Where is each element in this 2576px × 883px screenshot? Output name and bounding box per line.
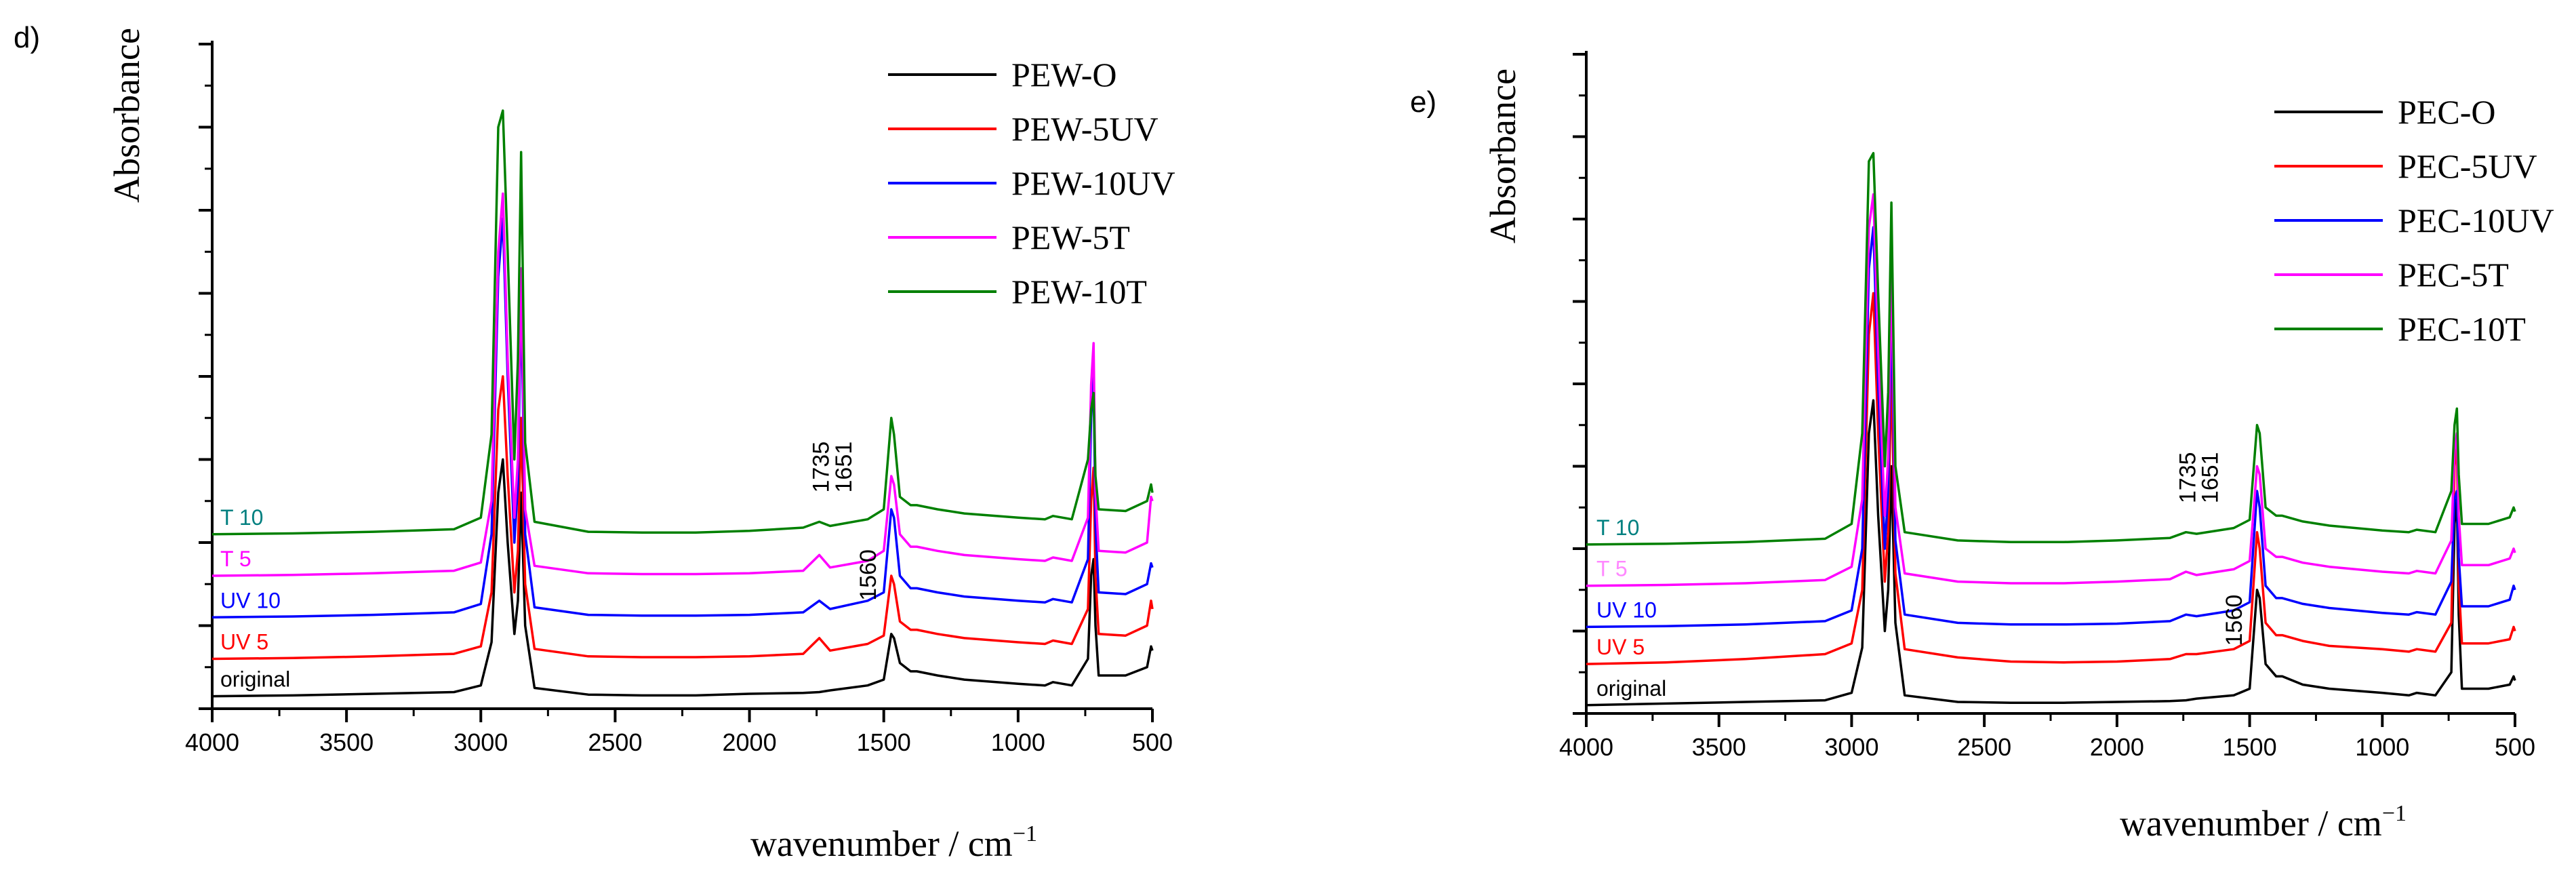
series-label: UV 5 bbox=[1596, 635, 1645, 659]
legend-entry: PEW-10T bbox=[1011, 273, 1147, 311]
series-line-t-5 bbox=[1586, 193, 2516, 587]
x-axis-label: wavenumber / cm−1 bbox=[750, 821, 1037, 864]
legend-entry: PEC-O bbox=[2398, 93, 2495, 131]
series-label: UV 5 bbox=[220, 630, 268, 654]
peak-annotation: 1560 bbox=[856, 549, 881, 601]
legend-entry: PEW-5T bbox=[1011, 218, 1130, 256]
x-tick-label: 3500 bbox=[1692, 733, 1746, 761]
x-axis-label-superscript: −1 bbox=[1013, 821, 1037, 846]
series-line-t-10 bbox=[212, 109, 1154, 536]
series-line-uv-10 bbox=[1586, 226, 2516, 629]
legend-entry: PEC-5UV bbox=[2398, 147, 2537, 185]
x-tick-label: 3500 bbox=[319, 728, 374, 756]
x-tick-label: 1000 bbox=[2355, 733, 2409, 761]
x-tick-label: 4000 bbox=[1559, 733, 1613, 761]
x-tick-label: 2500 bbox=[1957, 733, 2011, 761]
series-label: T 5 bbox=[220, 547, 251, 571]
series-line-uv-5 bbox=[1586, 292, 2516, 665]
peak-annotation: 1735 bbox=[809, 442, 834, 493]
panel-d: d) 4000 3500 3000 2500 2000 1500 1000 500 Absorba… bbox=[14, 21, 1175, 864]
series-line-original bbox=[212, 458, 1154, 698]
series-label: original bbox=[220, 667, 290, 692]
series-line-t-5 bbox=[212, 192, 1154, 577]
series-label: T 10 bbox=[1596, 515, 1639, 540]
legend-entry: PEW-O bbox=[1011, 56, 1117, 94]
series-label: original bbox=[1596, 676, 1666, 701]
x-tick-label: 500 bbox=[1132, 728, 1173, 756]
panel-e: e) 4000 3500 3000 2500 2000 1500 1000 500 Absorba… bbox=[1410, 51, 2554, 844]
peak-annotation: 1560 bbox=[2221, 595, 2247, 646]
panel-label: e) bbox=[1410, 85, 1436, 119]
series-label: UV 10 bbox=[220, 588, 281, 612]
x-axis-label-text: wavenumber / cm bbox=[2120, 803, 2382, 844]
series-line-t-10 bbox=[1586, 152, 2516, 546]
legend-entry: PEC-10T bbox=[2398, 310, 2526, 348]
legend-entry: PEW-10UV bbox=[1011, 164, 1175, 202]
x-axis-label: wavenumber / cm−1 bbox=[2120, 801, 2407, 844]
peak-annotation: 1735 bbox=[2175, 452, 2201, 504]
x-tick-label: 3000 bbox=[1824, 733, 1878, 761]
y-axis-label: Absorbance bbox=[106, 28, 147, 203]
x-axis-label-superscript: −1 bbox=[2382, 801, 2407, 826]
legend-entry: PEW-5UV bbox=[1011, 110, 1159, 148]
x-tick-label: 1000 bbox=[991, 728, 1045, 756]
series-label: T 10 bbox=[220, 505, 263, 530]
panel-label: d) bbox=[14, 21, 40, 54]
peak-annotation: 1651 bbox=[2197, 452, 2223, 504]
x-axis-label-text: wavenumber / cm bbox=[750, 823, 1013, 864]
series-label: T 5 bbox=[1596, 557, 1628, 581]
x-tick-label: 2500 bbox=[588, 728, 642, 756]
x-tick-label: 2000 bbox=[723, 728, 777, 756]
y-axis-label: Absorbance bbox=[1483, 68, 1523, 243]
x-tick-label: 1500 bbox=[2223, 733, 2277, 761]
legend-entry: PEC-10UV bbox=[2398, 201, 2554, 239]
legend-entry: PEC-5T bbox=[2398, 256, 2509, 294]
x-tick-label: 3000 bbox=[454, 728, 508, 756]
peak-annotation: 1651 bbox=[831, 442, 857, 493]
x-tick-label: 500 bbox=[2495, 733, 2535, 761]
x-tick-label: 1500 bbox=[857, 728, 911, 756]
series-label: UV 10 bbox=[1596, 597, 1657, 622]
series-line-uv-5 bbox=[212, 375, 1154, 661]
x-tick-label: 4000 bbox=[185, 728, 239, 756]
x-tick-label: 2000 bbox=[2090, 733, 2144, 761]
